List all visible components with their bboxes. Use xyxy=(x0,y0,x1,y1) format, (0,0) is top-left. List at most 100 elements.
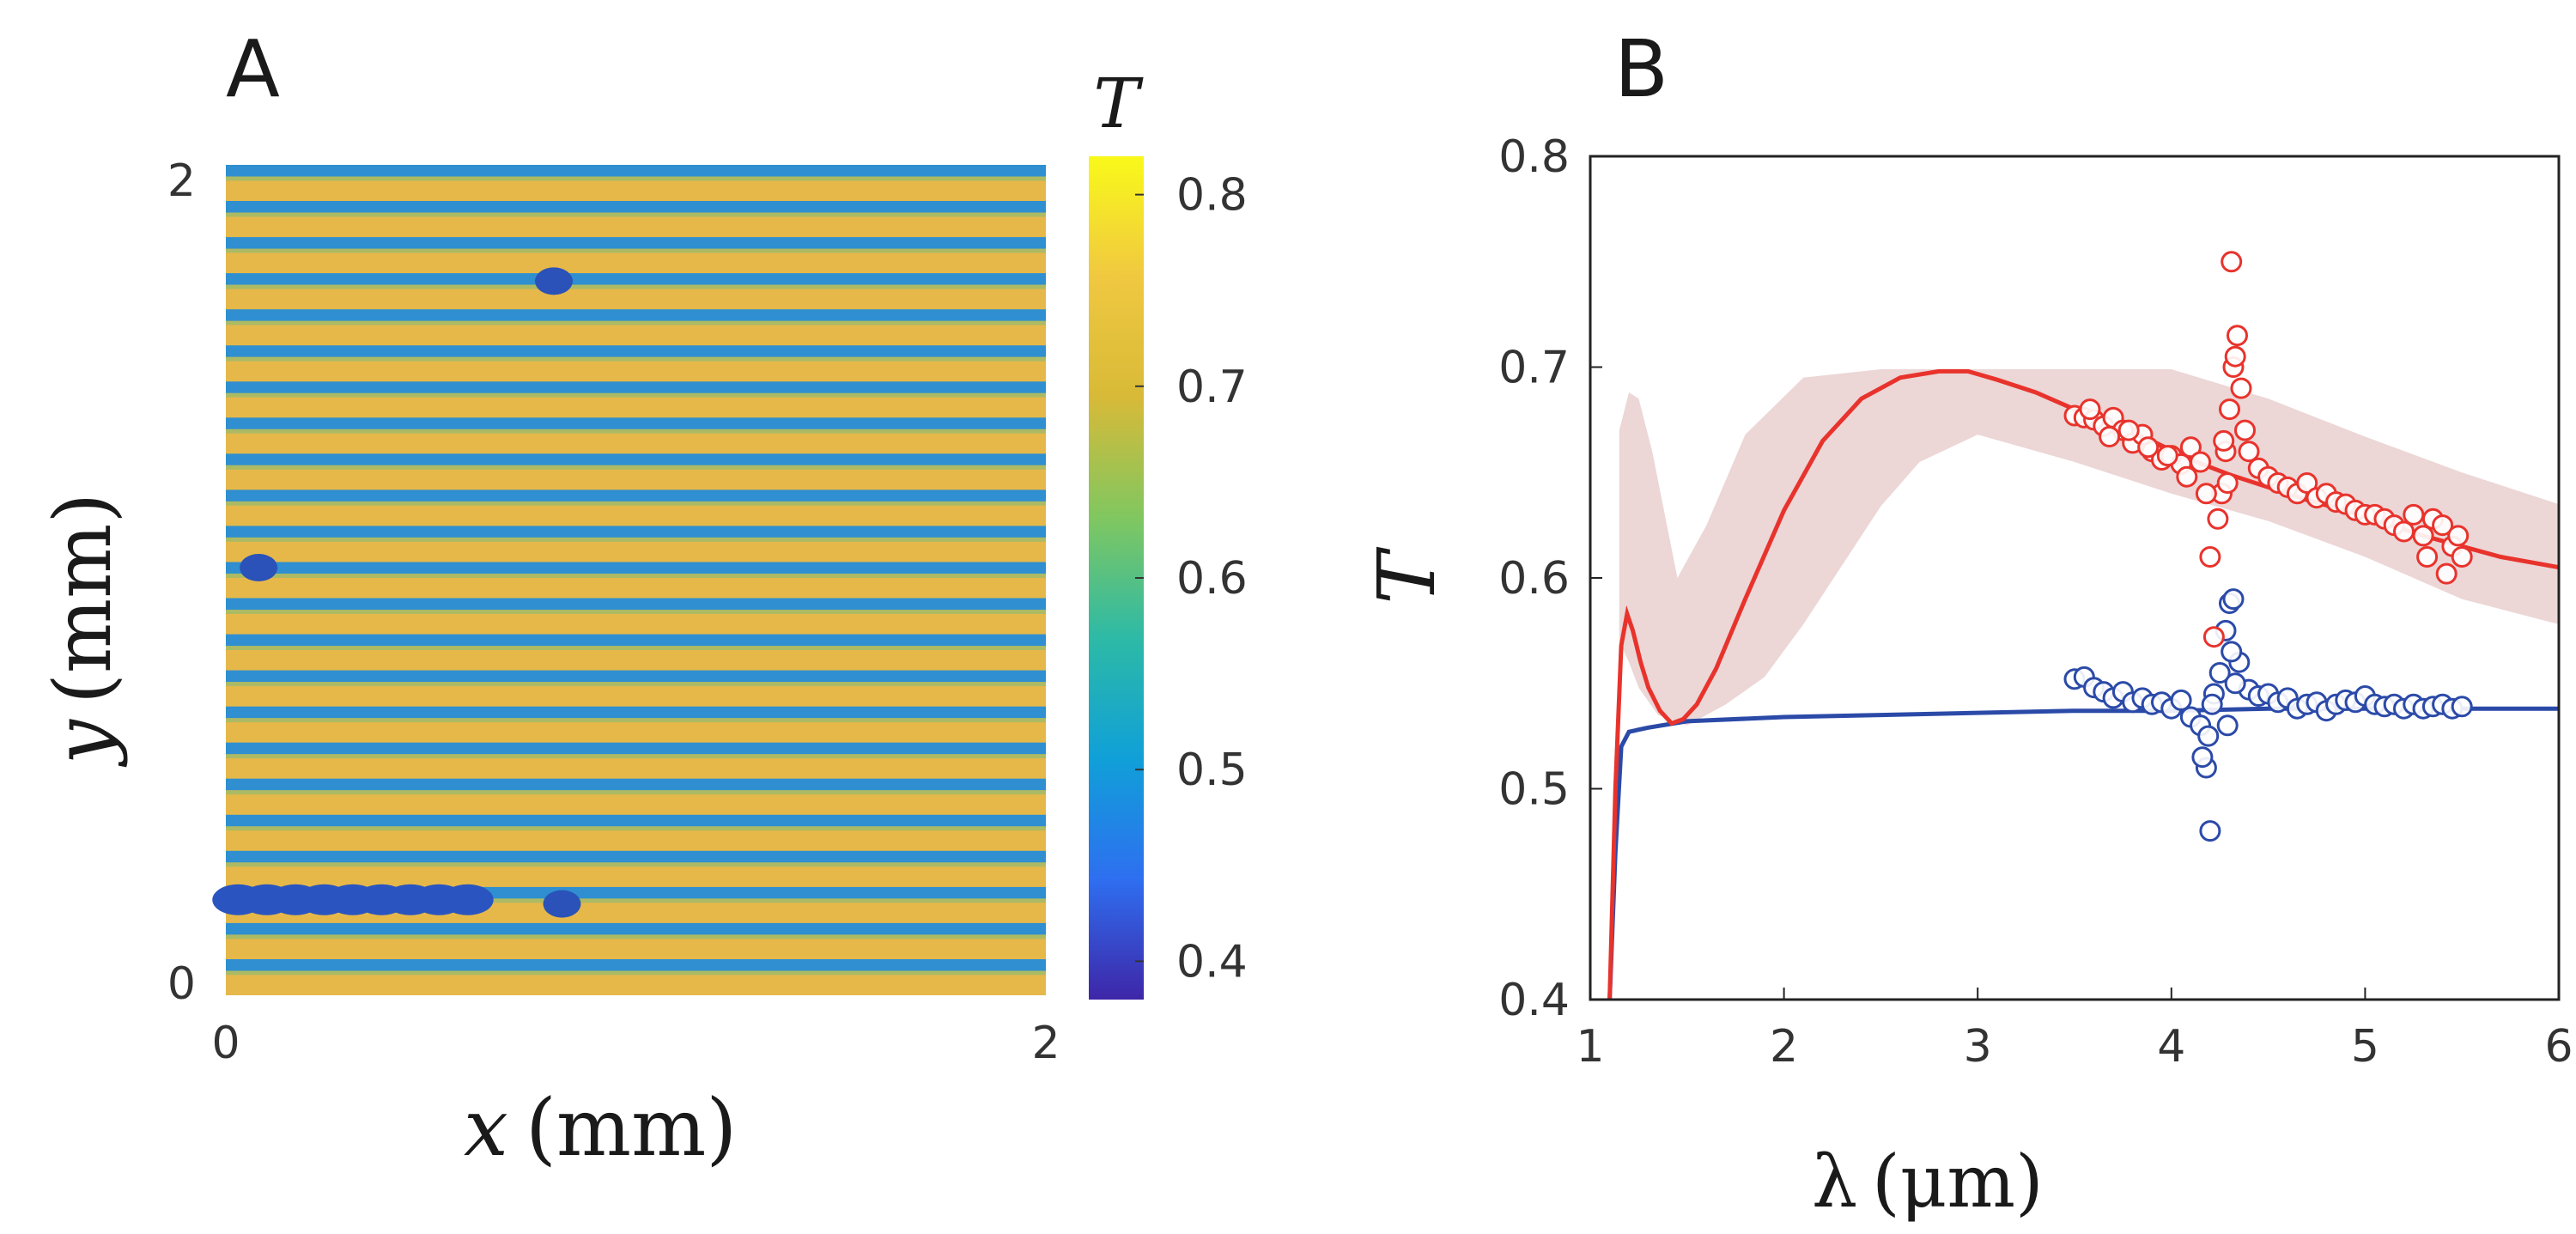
colorbar xyxy=(1089,156,1144,1000)
blue-measured-point xyxy=(2222,588,2245,611)
heatmap-stripe-edge xyxy=(226,682,1046,687)
a-ylabel-unit: (mm) xyxy=(37,493,129,704)
red-measured-point xyxy=(2447,525,2470,547)
red-measured-point xyxy=(2099,426,2121,447)
red-measured-point xyxy=(2432,514,2454,537)
colorbar-ticks: 0.4 0.5 0.6 0.7 0.8 xyxy=(1135,170,1248,988)
heatmap-stripe xyxy=(226,489,1046,502)
heatmap-stripe-edge xyxy=(226,429,1046,434)
red-measured-point xyxy=(2179,436,2202,459)
heatmap-stripe-edge xyxy=(226,356,1046,362)
red-measured-point xyxy=(2224,345,2246,368)
red-measured-point xyxy=(2137,436,2160,459)
blue-measured-point xyxy=(2216,714,2239,737)
colorbar-tick-label: 0.5 xyxy=(1176,745,1248,796)
a-ytick-top: 2 xyxy=(167,155,196,207)
heatmap-stripe-edge xyxy=(226,573,1046,578)
red-measured-point xyxy=(2216,472,2239,494)
b-xtick-label: 4 xyxy=(2157,1021,2185,1073)
red-measured-point xyxy=(2117,419,2140,441)
heatmap-stripe-edge xyxy=(226,898,1046,903)
red-measured-point xyxy=(2202,626,2225,648)
heatmap-stripe xyxy=(226,670,1046,683)
red-measured-point xyxy=(2213,429,2235,452)
a-xtick-right: 2 xyxy=(1031,1018,1060,1069)
heatmap-stripes xyxy=(226,165,1046,976)
b-xtick-label: 2 xyxy=(1770,1021,1798,1073)
red-measured-points xyxy=(2063,251,2473,648)
heatmap-stripe xyxy=(226,562,1046,574)
heatmap-stripe-edge xyxy=(226,970,1046,976)
heatmap-stripe-edge xyxy=(226,754,1046,759)
blue-measured-points xyxy=(2063,588,2473,842)
heatmap-stripe xyxy=(226,850,1046,863)
a-ytick-bottom: 0 xyxy=(167,958,196,1010)
blue-measured-point xyxy=(2199,820,2221,842)
red-measured-point xyxy=(2221,251,2243,273)
heatmap-stripe xyxy=(226,381,1046,393)
heatmap-stripe-edge xyxy=(226,284,1046,289)
b-plot-area xyxy=(1607,251,2559,1000)
heatmap-stripe-edge xyxy=(226,862,1046,867)
heatmap-stripe-edge xyxy=(226,320,1046,325)
red-measured-point xyxy=(2230,377,2252,399)
colorbar-tick-label: 0.7 xyxy=(1176,362,1248,413)
colorbar-title: T xyxy=(1093,64,1144,143)
heatmap-stripe-edge xyxy=(226,501,1046,506)
heatmap-stripe-edge xyxy=(226,537,1046,542)
colorbar-tick-label: 0.8 xyxy=(1176,170,1248,222)
a-xlabel-unit: (mm) xyxy=(526,1082,737,1174)
heatmap-stripe-edge xyxy=(226,392,1046,398)
a-xtick-left: 0 xyxy=(211,1018,240,1069)
heatmap-stripe-edge xyxy=(226,610,1046,614)
red-measured-point xyxy=(2156,445,2178,467)
blue-measured-point xyxy=(2170,689,2192,711)
heatmap-stripe xyxy=(226,273,1046,285)
heatmap-stripe xyxy=(226,814,1046,827)
heatmap-stripe xyxy=(226,778,1046,791)
red-measured-point xyxy=(2393,520,2415,543)
panel-label-b: B xyxy=(1614,23,1668,115)
heatmap-stripe-edge xyxy=(226,212,1046,217)
heatmap-stripe xyxy=(226,922,1046,935)
heatmap-stripe xyxy=(226,598,1046,610)
red-measured-point xyxy=(2207,508,2229,530)
heatmap-defect xyxy=(441,884,494,915)
heatmap-stripe xyxy=(226,345,1046,357)
b-ylabel: T xyxy=(1361,547,1453,605)
blue-measured-point xyxy=(2221,641,2243,663)
panel-label-a: A xyxy=(226,23,280,115)
heatmap-stripe-edge xyxy=(226,465,1046,470)
red-measured-point xyxy=(2176,465,2198,488)
red-measured-point xyxy=(2412,525,2434,547)
heatmap-stripe xyxy=(226,237,1046,249)
red-measured-point xyxy=(2416,546,2439,568)
blue-measured-point xyxy=(2191,746,2214,769)
heatmap-stripe-edge xyxy=(226,248,1046,253)
red-measured-point xyxy=(2079,398,2101,421)
b-ytick-label: 0.7 xyxy=(1498,343,1570,394)
b-ytick-label: 0.8 xyxy=(1498,131,1570,183)
red-measured-point xyxy=(2190,451,2212,473)
b-xtick-label: 3 xyxy=(1964,1021,1992,1073)
red-measured-point xyxy=(2234,419,2256,441)
red-measured-point xyxy=(2227,325,2248,347)
heatmap-stripe-edge xyxy=(226,790,1046,795)
a-ylabel-var: y xyxy=(37,719,129,768)
colorbar-tick-label: 0.4 xyxy=(1176,936,1248,988)
blue-measured-point xyxy=(2451,696,2473,718)
heatmap-stripe xyxy=(226,634,1046,647)
blue-measured-point xyxy=(2224,672,2246,695)
red-measured-point xyxy=(2435,562,2458,585)
heatmap-defect xyxy=(240,554,278,581)
red-measured-point xyxy=(2451,546,2473,568)
blue-measured-point xyxy=(2208,662,2231,684)
b-xtick-label: 5 xyxy=(2351,1021,2379,1073)
heatmap-background xyxy=(226,165,1046,995)
red-measured-point xyxy=(2238,441,2260,463)
a-xlabel: x (mm) xyxy=(464,1082,737,1174)
blue-model-line xyxy=(1607,706,2559,1000)
b-ylabel-group: T xyxy=(1361,547,1453,605)
heatmap xyxy=(212,165,1046,995)
